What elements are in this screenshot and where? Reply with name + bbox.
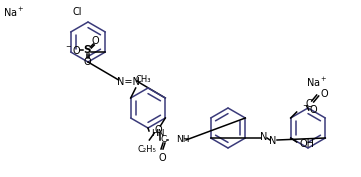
Text: OH: OH [300, 139, 315, 149]
Text: HN: HN [151, 129, 165, 138]
Text: C: C [305, 99, 312, 109]
Text: O: O [83, 57, 91, 67]
Text: C₂H₅: C₂H₅ [138, 145, 157, 154]
Text: Na$^+$: Na$^+$ [306, 75, 327, 88]
Text: O: O [155, 125, 162, 135]
Text: O: O [91, 36, 99, 46]
Text: C: C [161, 136, 167, 144]
Text: Na$^+$: Na$^+$ [3, 5, 25, 19]
Text: N: N [269, 136, 277, 146]
Text: $^-$O: $^-$O [301, 103, 319, 115]
Text: $^-$O: $^-$O [64, 44, 82, 56]
Text: O: O [158, 153, 166, 163]
Text: N: N [260, 132, 268, 142]
Text: S: S [83, 45, 91, 55]
Text: Cl: Cl [73, 7, 82, 17]
Text: N=N: N=N [117, 77, 140, 87]
Text: NH: NH [176, 136, 190, 144]
Text: CH₃: CH₃ [136, 75, 151, 84]
Text: O: O [321, 89, 328, 99]
